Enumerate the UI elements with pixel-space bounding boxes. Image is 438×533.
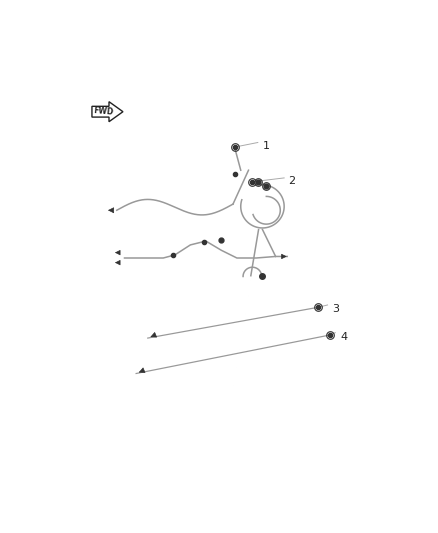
Text: 4: 4 bbox=[340, 332, 347, 342]
Text: FWD: FWD bbox=[93, 107, 114, 117]
Text: 2: 2 bbox=[288, 176, 295, 186]
Text: 1: 1 bbox=[262, 141, 269, 151]
Text: 3: 3 bbox=[332, 304, 339, 314]
